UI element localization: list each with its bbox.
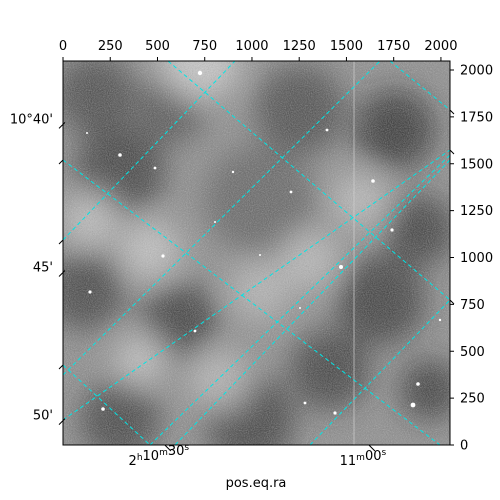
plot-frame <box>62 60 451 446</box>
top-tick-label: 750 <box>192 39 217 54</box>
dec-tick-label: 45' <box>33 261 53 276</box>
top-tick-label: 1500 <box>330 39 363 54</box>
star <box>325 128 329 132</box>
right-tick-label: 1250 <box>460 204 493 219</box>
dec-tick <box>58 122 66 129</box>
top-tick-label: 2000 <box>424 39 457 54</box>
star <box>259 254 261 256</box>
dec-tick-label: 50' <box>33 409 53 424</box>
ra-tick <box>164 444 172 452</box>
star <box>371 179 375 183</box>
top-tick-label: 1250 <box>283 39 316 54</box>
edge-tick <box>58 159 64 165</box>
star <box>289 190 293 194</box>
grid-line <box>167 61 450 301</box>
top-tick-label: 0 <box>59 39 67 54</box>
right-tick-label: 0 <box>460 439 468 454</box>
top-tick-label: 250 <box>98 39 123 54</box>
star <box>161 254 165 258</box>
right-tick-label: 500 <box>460 345 485 360</box>
edge-tick <box>449 149 455 155</box>
dec-tick <box>58 270 66 277</box>
detector-seam <box>353 61 355 445</box>
star <box>193 329 197 333</box>
grid-line <box>309 299 450 445</box>
star <box>390 228 394 232</box>
top-tick-label: 1000 <box>235 39 268 54</box>
star <box>88 290 92 294</box>
right-tick-label: 750 <box>460 298 485 313</box>
dec-tick <box>58 418 66 425</box>
grid-line <box>174 159 450 445</box>
dec-tick-label: 10°40' <box>10 112 53 127</box>
star <box>118 153 122 157</box>
star <box>339 265 343 269</box>
edge-tick <box>449 299 455 305</box>
right-tick-label: 250 <box>460 392 485 407</box>
star <box>231 170 235 174</box>
pixel-axes: 0 250 500 750 1000 1250 1500 1750 2000 0 250 500 750… <box>59 39 493 454</box>
image-noise <box>63 61 450 445</box>
x-axis-label: pos.eq.ra <box>226 476 287 491</box>
grid-line <box>63 61 381 376</box>
image-panel <box>63 61 450 445</box>
edge-tick <box>58 364 64 370</box>
ra-tick-label: 11m00s <box>340 448 387 469</box>
star <box>86 132 88 134</box>
top-tick-label: 500 <box>145 39 170 54</box>
coordinate-grid <box>63 61 450 445</box>
right-tick-label: 2000 <box>460 64 493 79</box>
grid-line <box>63 149 450 421</box>
star <box>333 411 337 415</box>
world-axes: 2h10m30s 11m00s 10°40' 45' 50' <box>10 109 455 469</box>
star <box>438 318 442 322</box>
ra-tick <box>368 444 376 452</box>
top-tick-label: 1750 <box>377 39 410 54</box>
star <box>153 166 157 170</box>
star <box>101 407 105 411</box>
right-tick-label: 1750 <box>460 110 493 125</box>
star <box>197 70 203 76</box>
grid-line <box>63 61 236 241</box>
edge-tick <box>449 109 455 115</box>
star <box>299 307 301 309</box>
right-tick-label: 1000 <box>460 251 493 266</box>
star <box>214 221 216 223</box>
right-tick-label: 1500 <box>460 157 493 172</box>
star <box>410 402 416 408</box>
star <box>303 401 307 405</box>
grid-line <box>63 364 151 445</box>
stars <box>86 70 442 415</box>
ra-tick-label: 2h10m30s <box>129 443 190 469</box>
star <box>416 382 420 386</box>
edge-tick <box>58 239 64 245</box>
grid-line <box>63 159 441 445</box>
grid-line <box>389 61 450 111</box>
